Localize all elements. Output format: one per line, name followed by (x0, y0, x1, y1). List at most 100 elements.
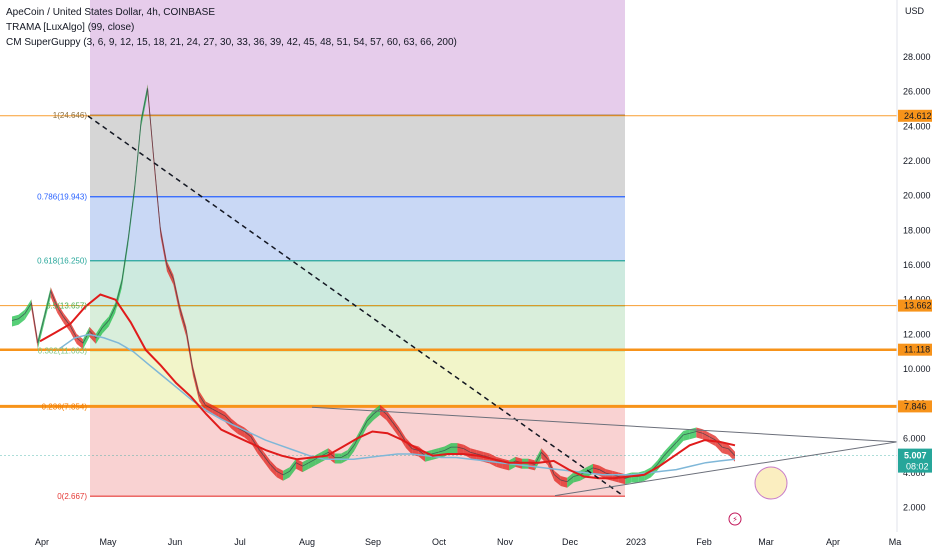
guppy-band (451, 443, 458, 454)
guppy-band (644, 467, 652, 481)
guppy-band (683, 429, 690, 441)
guppy-band (567, 472, 574, 488)
price-tag (898, 400, 932, 413)
dashed-trendline (87, 115, 624, 497)
guppy-band (554, 470, 561, 486)
guppy-band (283, 467, 290, 481)
y-tick-label: 18.000 (903, 225, 931, 235)
guppy-band (534, 448, 542, 471)
fib-zone (90, 196, 625, 261)
fib-label: 0.786(19.943) (37, 193, 87, 202)
guppy-band (296, 458, 303, 473)
guppy-band (347, 441, 355, 460)
x-tick-label: May (99, 537, 117, 547)
guppy-band (560, 476, 568, 488)
current-price-label: 5.007 (904, 451, 927, 461)
guppy-band (599, 465, 606, 480)
lightning-icon: ⚡ (732, 515, 738, 524)
guppy-band (250, 432, 258, 454)
guppy-band (728, 444, 735, 462)
guppy-band (689, 427, 697, 440)
y-tick-label: 26.000 (903, 87, 931, 97)
fib-labels: 1(24.646) 0.786(19.943) 0.618(16.250) 0.5(1… (37, 111, 87, 501)
y-tick-label: 20.000 (903, 191, 931, 201)
guppy-band (528, 458, 535, 471)
countdown-label: 08:02 (906, 462, 929, 472)
fib-zone-top (90, 0, 625, 116)
x-tick-label: Feb (696, 537, 712, 547)
guppy-band (108, 302, 116, 327)
triangle-lower-line (554, 441, 897, 497)
guppy-band (276, 467, 284, 481)
y-tick-label: 22.000 (903, 156, 931, 166)
guppy-band (360, 417, 367, 440)
guppy-band (470, 448, 477, 460)
indicator-trama[interactable]: TRAMA [LuxAlgo] (99, close) (6, 22, 135, 33)
guppy-band (57, 302, 64, 324)
markers: ⚡ (728, 466, 788, 526)
y-tick-label: 4.000 (903, 468, 926, 478)
trendlines (87, 115, 897, 497)
guppy-band (676, 430, 684, 448)
guppy-band (489, 453, 497, 467)
fib-zone (90, 260, 625, 306)
guppy-band (270, 460, 277, 478)
guppy-band (199, 391, 206, 412)
fib-zones (90, 0, 625, 497)
fib-zone (90, 406, 625, 497)
guppy-band (722, 443, 729, 455)
y-tick-label: 12.000 (903, 329, 931, 339)
fib-zone (90, 115, 625, 197)
x-tick-label: 2023 (626, 537, 646, 547)
guppy-band (289, 458, 296, 478)
series-group (11, 88, 736, 483)
chart-title[interactable]: ApeCoin / United States Dollar, 4h, COIN… (6, 7, 215, 18)
y-tick-label: 16.000 (903, 260, 931, 270)
price-tag-label: 24.612 (904, 111, 932, 121)
guppy-band (354, 429, 361, 452)
x-tick-label: Ma (889, 537, 902, 547)
teal-ma-line (59, 333, 736, 476)
guppy-band (457, 443, 464, 455)
x-tick-label: Aug (299, 537, 315, 547)
x-tick-label: Apr (826, 537, 840, 547)
guppy-band (12, 314, 19, 327)
currency-label: USD (905, 6, 925, 16)
fib-label: 0.382(11.063) (38, 347, 88, 356)
indicator-superguppy[interactable]: CM SuperGuppy (3, 6, 9, 12, 15, 18, 21, … (6, 37, 457, 48)
guppy-band (715, 436, 723, 454)
guppy-band (593, 463, 600, 476)
price-tag-label: 11.118 (904, 345, 930, 355)
x-tick-label: Apr (35, 537, 49, 547)
x-tick-label: Mar (758, 537, 774, 547)
triangle-upper-line (311, 406, 897, 443)
y-tick-label: 10.000 (903, 364, 931, 374)
fib-label: 1(24.646) (53, 111, 88, 120)
lightning-icon-circle (728, 512, 742, 526)
guppy-band (24, 299, 32, 320)
guppy-band (664, 444, 671, 462)
fib-label: 0.5(13.657) (46, 302, 87, 311)
x-tick-label: Sep (365, 537, 381, 547)
price-tag-label: 13.662 (904, 301, 932, 311)
guppy-band (302, 458, 309, 473)
x-tick-label: Dec (562, 537, 579, 547)
price-tag-label: 7.846 (904, 401, 927, 411)
y-tick-label: 6.000 (903, 433, 926, 443)
guppy-band (380, 404, 387, 421)
x-tick-label: Jun (168, 537, 183, 547)
guppy-band (63, 313, 71, 332)
guppy-band (386, 410, 393, 429)
x-axis-background (0, 532, 897, 550)
guppy-band (612, 470, 619, 483)
price-tag (898, 299, 932, 312)
guppy-band (225, 411, 232, 429)
guppy-band (18, 309, 25, 325)
guppy-band (83, 326, 90, 350)
guppy-band (102, 316, 109, 334)
fib-label: 0.618(16.250) (37, 257, 87, 266)
fib-label: 0(2.667) (57, 492, 87, 501)
trama-line (39, 293, 736, 480)
y-tick-label: 28.000 (903, 52, 931, 62)
